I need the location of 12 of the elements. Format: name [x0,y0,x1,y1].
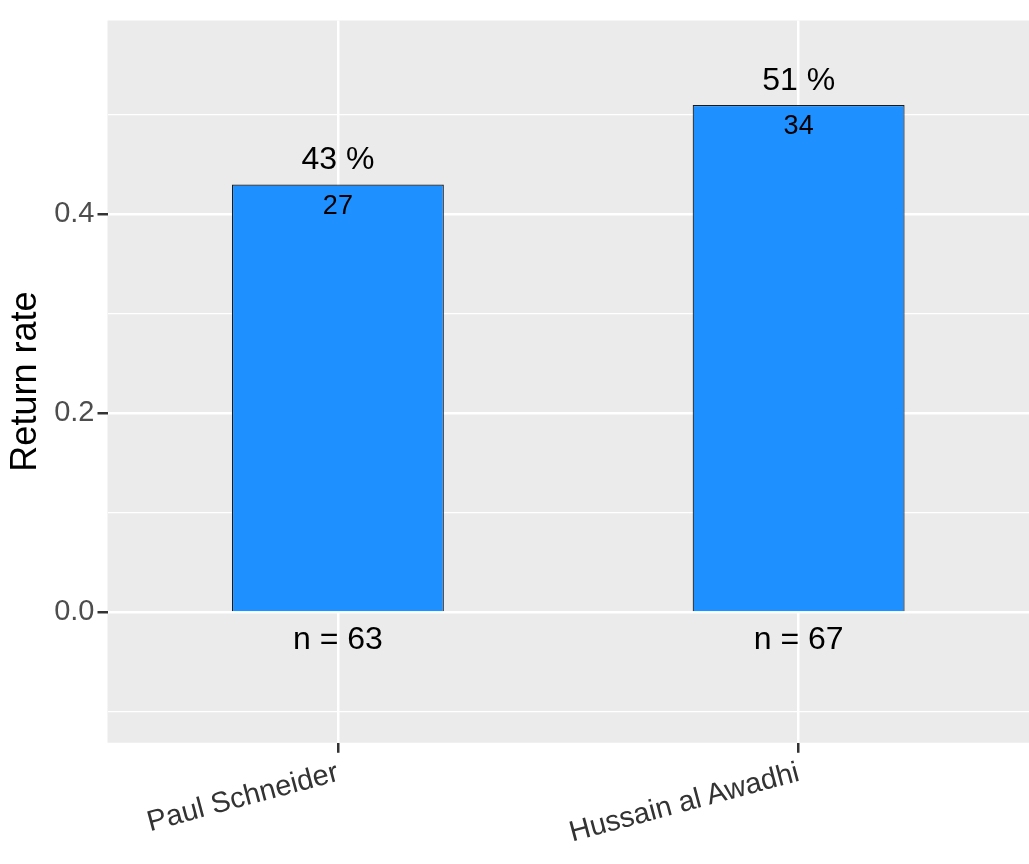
annotation: 34 [783,109,814,140]
y-tick-label: 0.0 [54,594,95,627]
data-label: 43 % [301,140,375,177]
data-label: 51 % [762,60,836,97]
annotation: n = 63 [292,620,383,657]
x-tick-label: Hussain al Awadhi [565,755,803,848]
x-tick-label: Paul Schneider [143,755,342,838]
y-axis-title: Return rate [2,291,44,472]
annotation: 27 [322,189,353,220]
annotation: n = 67 [753,620,844,657]
y-tick-label: 0.2 [54,395,95,428]
y-tick-label: 0.4 [54,196,95,229]
